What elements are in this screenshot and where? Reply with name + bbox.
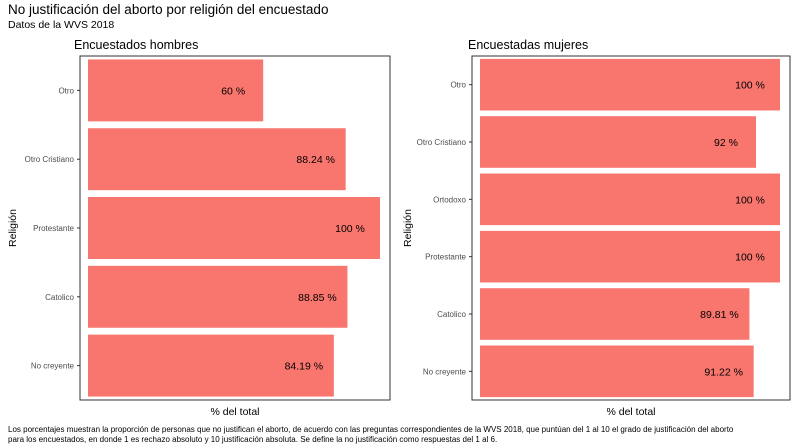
men-bar: [88, 59, 264, 122]
men-x-axis-title: % del total: [210, 406, 259, 418]
caption-line-1: Los porcentajes muestran la proporción d…: [8, 425, 734, 434]
men-data-label: 84.19 %: [285, 361, 324, 373]
chart-subtitle: Datos de la WVS 2018: [8, 19, 115, 31]
men-data-label: 88.24 %: [296, 154, 335, 166]
men-ytick-label: Protestante: [33, 224, 74, 233]
men-data-label: 100 %: [335, 223, 365, 235]
women-bar: [480, 345, 754, 398]
women-data-label: 100 %: [735, 194, 765, 206]
men-bar: [88, 265, 348, 328]
women-data-label: 100 %: [735, 80, 765, 92]
women-data-label: 89.81 %: [700, 309, 739, 321]
women-x-axis-title: % del total: [606, 406, 655, 418]
women-bar: [480, 230, 780, 283]
men-ytick-label: Otro: [58, 86, 74, 95]
women-bar: [480, 288, 750, 340]
women-bar: [480, 58, 780, 111]
women-data-label: 92 %: [714, 137, 738, 149]
women-panel-border: [471, 55, 791, 401]
men-bar: [88, 334, 334, 397]
women-ytick-label: No creyente: [423, 367, 467, 376]
men-panel-border: [79, 55, 391, 401]
chart-caption: Los porcentajes muestran la proporción d…: [8, 425, 792, 445]
men-data-label: 88.85 %: [298, 292, 337, 304]
women-ytick-label: Ortodoxo: [433, 195, 466, 204]
women-ytick-label: Catolico: [437, 310, 466, 319]
women-data-label: 100 %: [735, 252, 765, 264]
women-y-axis-title: Religión: [402, 209, 414, 247]
men-panel-title: Encuestados hombres: [74, 38, 198, 52]
men-bar: [88, 128, 346, 191]
men-ytick-label: No creyente: [31, 362, 75, 371]
women-data-label: 91.22 %: [704, 366, 743, 378]
women-ytick-label: Otro: [450, 81, 466, 90]
women-bar: [480, 173, 780, 226]
men-ytick-label: Catolico: [45, 293, 74, 302]
men-bar: [88, 197, 380, 259]
men-y-axis-title: Religión: [7, 209, 19, 247]
caption-line-2: para los encuestados, en donde 1 es rech…: [8, 435, 498, 444]
women-panel-title: Encuestadas mujeres: [468, 38, 588, 52]
women-ytick-label: Otro Cristiano: [417, 138, 467, 147]
women-bar: [480, 116, 756, 168]
chart-title: No justificación del aborto por religión…: [8, 2, 329, 17]
men-data-label: 60 %: [221, 85, 245, 97]
men-ytick-label: Otro Cristiano: [25, 155, 75, 164]
women-ytick-label: Protestante: [425, 253, 466, 262]
